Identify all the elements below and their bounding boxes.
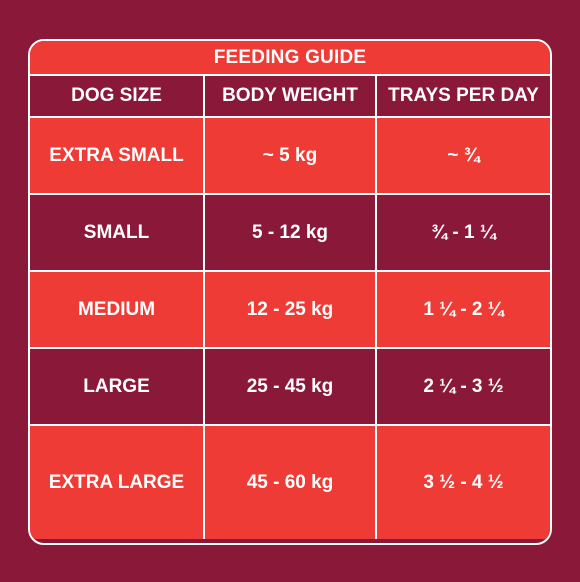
body-weight-cell: 45 - 60 kg: [203, 424, 377, 539]
trays-per-day-cell: 1 ¼ - 2 ¼: [375, 270, 550, 349]
body-weight-cell: 25 - 45 kg: [203, 347, 377, 426]
trays-per-day-cell: 3 ½ - 4 ½: [375, 424, 550, 539]
header-body-weight: BODY WEIGHT: [203, 76, 377, 118]
dog-size-cell: SMALL: [30, 193, 205, 272]
header-dog-size: DOG SIZE: [30, 76, 205, 118]
trays-per-day-cell: 2 ¼ - 3 ½: [375, 347, 550, 426]
feeding-guide-card: FEEDING GUIDE DOG SIZE BODY WEIGHT TRAYS…: [28, 39, 552, 545]
header-trays-per-day: TRAYS PER DAY: [375, 76, 550, 118]
table-header-row: DOG SIZE BODY WEIGHT TRAYS PER DAY: [30, 76, 550, 118]
dog-size-cell: EXTRA SMALL: [30, 116, 205, 195]
table-row: MEDIUM 12 - 25 kg 1 ¼ - 2 ¼: [30, 270, 550, 349]
feeding-guide-title: FEEDING GUIDE: [30, 41, 550, 76]
table-row: EXTRA LARGE 45 - 60 kg 3 ½ - 4 ½: [30, 424, 550, 539]
table-row: SMALL 5 - 12 kg ¾ - 1 ¼: [30, 193, 550, 272]
dog-size-cell: EXTRA LARGE: [30, 424, 205, 539]
table-row: EXTRA SMALL ~ 5 kg ~ ¾: [30, 116, 550, 195]
dog-size-cell: LARGE: [30, 347, 205, 426]
dog-size-cell: MEDIUM: [30, 270, 205, 349]
trays-per-day-cell: ¾ - 1 ¼: [375, 193, 550, 272]
trays-per-day-cell: ~ ¾: [375, 116, 550, 195]
table-row: LARGE 25 - 45 kg 2 ¼ - 3 ½: [30, 347, 550, 426]
body-weight-cell: 12 - 25 kg: [203, 270, 377, 349]
body-weight-cell: 5 - 12 kg: [203, 193, 377, 272]
body-weight-cell: ~ 5 kg: [203, 116, 377, 195]
feeding-guide-table: DOG SIZE BODY WEIGHT TRAYS PER DAY EXTRA…: [30, 76, 550, 539]
